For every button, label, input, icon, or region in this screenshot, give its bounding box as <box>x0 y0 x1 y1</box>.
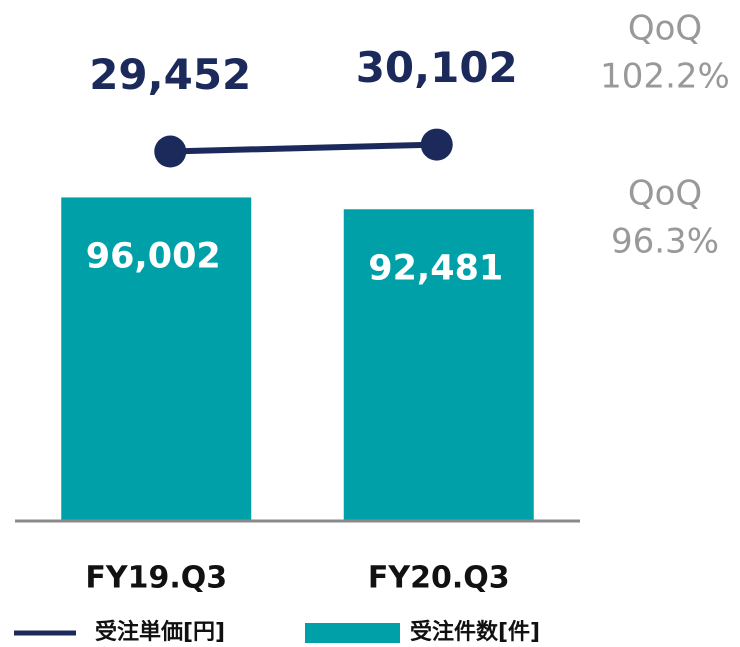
line <box>170 141 437 155</box>
x-tick-label: FY19.Q3 <box>85 561 227 596</box>
legend-swatch <box>305 623 400 643</box>
annotation: QoQ <box>628 9 702 49</box>
legend-label: 受注単価[円] <box>95 619 225 645</box>
annotation: 102.2% <box>600 57 730 97</box>
line-value-label: 29,452 <box>89 50 251 99</box>
x-tick-label: FY20.Q3 <box>368 561 510 596</box>
bar-value-label: 92,481 <box>368 248 503 288</box>
bar <box>343 209 534 520</box>
annotation: 96.3% <box>611 222 719 262</box>
line-point <box>154 135 187 168</box>
line-value-label: 30,102 <box>356 43 518 92</box>
line-point <box>420 128 453 161</box>
bar-value-label: 96,002 <box>86 236 221 276</box>
annotation: QoQ <box>628 174 702 214</box>
bar <box>61 197 252 520</box>
legend-label: 受注件数[件] <box>410 619 540 645</box>
